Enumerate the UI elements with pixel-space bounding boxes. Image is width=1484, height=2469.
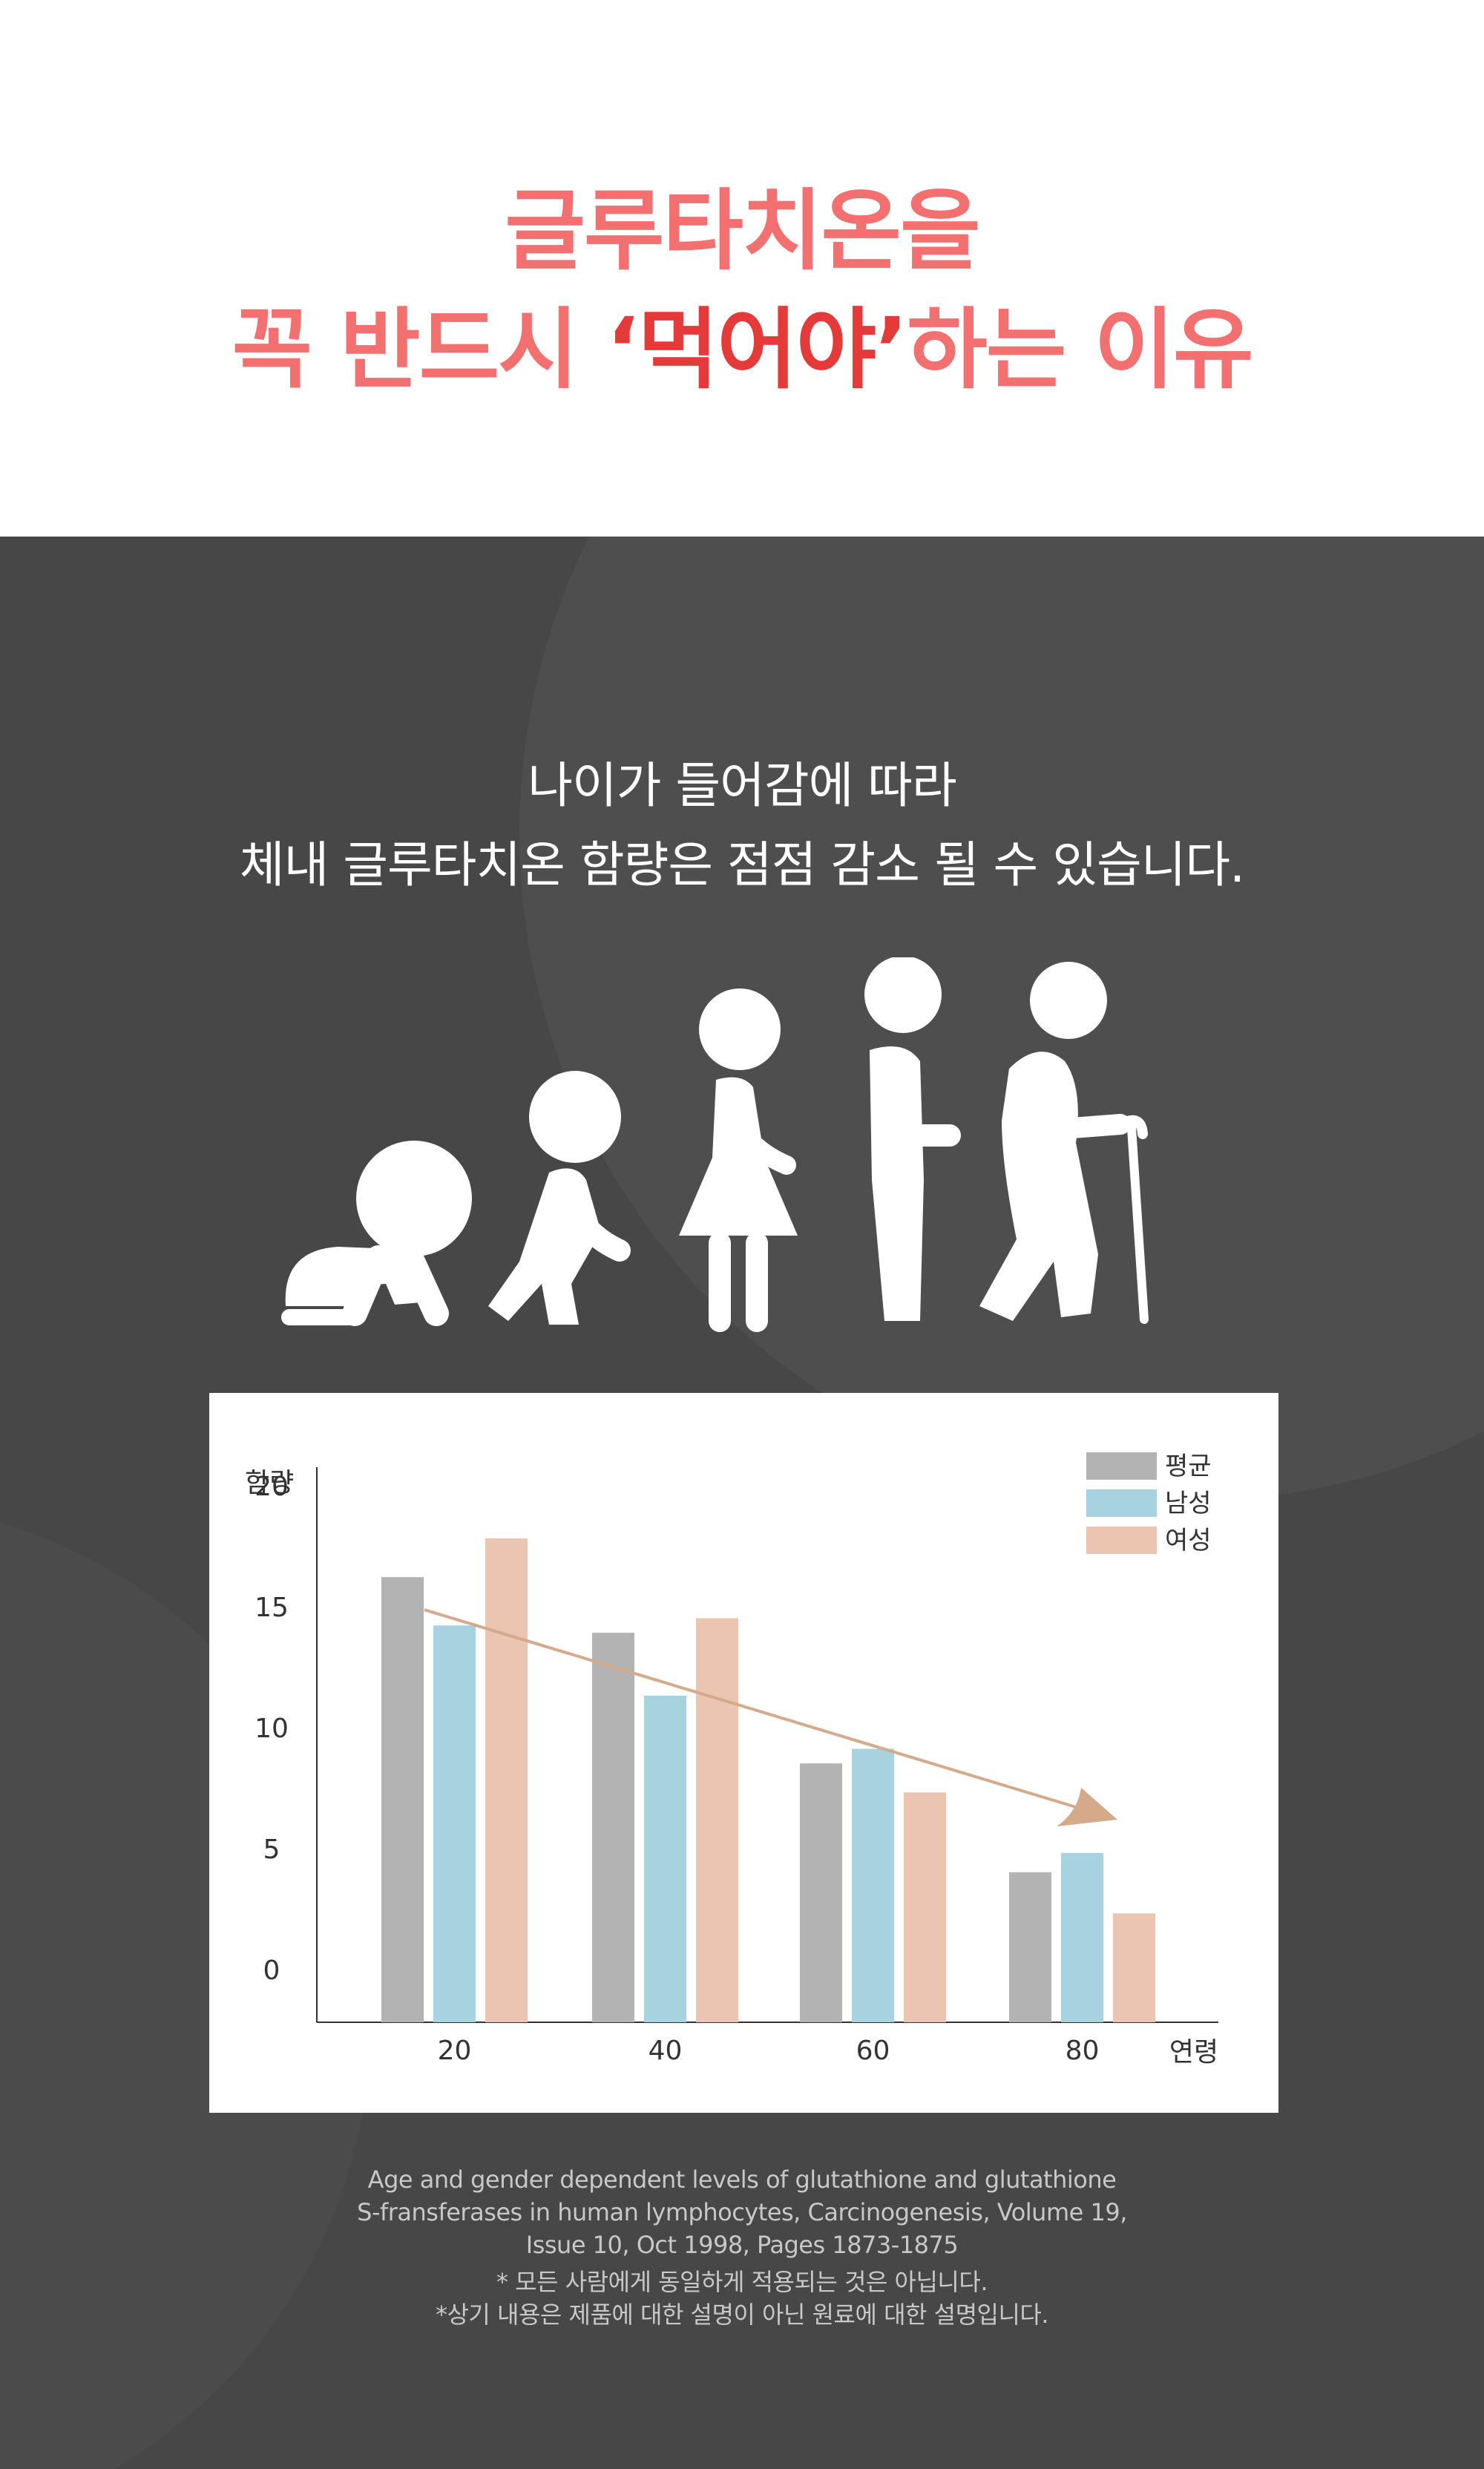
trend-line <box>424 1608 1103 1817</box>
crawling-baby-icon <box>281 1141 472 1326</box>
bar-40-평균 <box>592 1633 634 2022</box>
child-icon <box>488 1071 631 1325</box>
bar-20-평균 <box>381 1577 424 2022</box>
legend-swatch <box>1086 1489 1157 1517</box>
bar-20-남성 <box>433 1625 476 2022</box>
x-tick-label: 80 <box>1066 2036 1100 2066</box>
trend-arrowhead <box>1057 1788 1117 1826</box>
young-woman-icon <box>679 988 798 1332</box>
bar-40-남성 <box>644 1695 686 2022</box>
page-title-line-2: 꼭 반드시 ‘먹어야’하는 이유 <box>0 278 1484 405</box>
bar-60-남성 <box>852 1748 894 2022</box>
y-tick-label: 0 <box>263 1955 280 1986</box>
citation-line-1: Age and gender dependent levels of gluta… <box>367 2165 1117 2194</box>
x-tick-label: 60 <box>856 2036 890 2066</box>
x-axis-label: 연령 <box>1169 2037 1218 2068</box>
adult-man-icon <box>864 957 961 1321</box>
y-tick-label: 20 <box>255 1472 289 1502</box>
citation-line-3: Issue 10, Oct 1998, Pages 1873-1875 <box>525 2231 959 2259</box>
legend-swatch <box>1086 1452 1157 1480</box>
x-tick-label: 20 <box>438 2036 472 2066</box>
y-axis-label: 함량 <box>245 1468 294 1498</box>
y-tick-label: 10 <box>255 1714 289 1744</box>
trend-arrow <box>424 1608 1117 1826</box>
bar-40-여성 <box>696 1618 738 2022</box>
page-title-line-1: 글루타치온을 <box>505 180 980 282</box>
title-section: 글루타치온을 꼭 반드시 ‘먹어야’하는 이유 <box>0 0 1484 537</box>
legend-swatch <box>1086 1527 1157 1554</box>
y-tick-label: 5 <box>263 1834 280 1865</box>
bar-80-평균 <box>1009 1872 1051 2022</box>
bar-80-여성 <box>1113 1913 1155 2022</box>
citation-line-2: S-fransferases in human lymphocytes, Car… <box>357 2198 1127 2226</box>
elderly-with-cane-icon <box>979 962 1149 1324</box>
bar-20-여성 <box>485 1538 528 2022</box>
disclaimer-line-1: * 모든 사람에게 동일하게 적용되는 것은 아닙니다. <box>496 2268 988 2296</box>
bar-80-남성 <box>1061 1852 1103 2022</box>
bar-60-평균 <box>800 1763 842 2022</box>
aging-illustration <box>281 957 1149 1332</box>
title-suffix: 하는 이유 <box>907 298 1253 401</box>
legend-label: 평균 <box>1165 1452 1212 1481</box>
legend-label: 남성 <box>1165 1489 1212 1518</box>
bar-60-여성 <box>904 1792 946 2022</box>
intro-line-2: 체내 글루타치온 함량은 점점 감소 될 수 있습니다. <box>239 836 1245 894</box>
title-prefix: 꼭 반드시 <box>232 298 606 401</box>
ticks-layer: 20 40 60 80 0 5 10 15 20 <box>255 1472 1099 2066</box>
intro-line-1: 나이가 들어감에 따라 <box>528 757 956 814</box>
title-emphasis: ‘먹어야’ <box>605 298 908 401</box>
x-tick-label: 40 <box>649 2036 683 2066</box>
y-tick-label: 15 <box>255 1593 289 1623</box>
legend-label: 여성 <box>1165 1526 1212 1555</box>
disclaimer-line-2: *상기 내용은 제품에 대한 설명이 아닌 원료에 대한 설명입니다. <box>435 2301 1049 2329</box>
bars-layer <box>381 1538 1155 2022</box>
